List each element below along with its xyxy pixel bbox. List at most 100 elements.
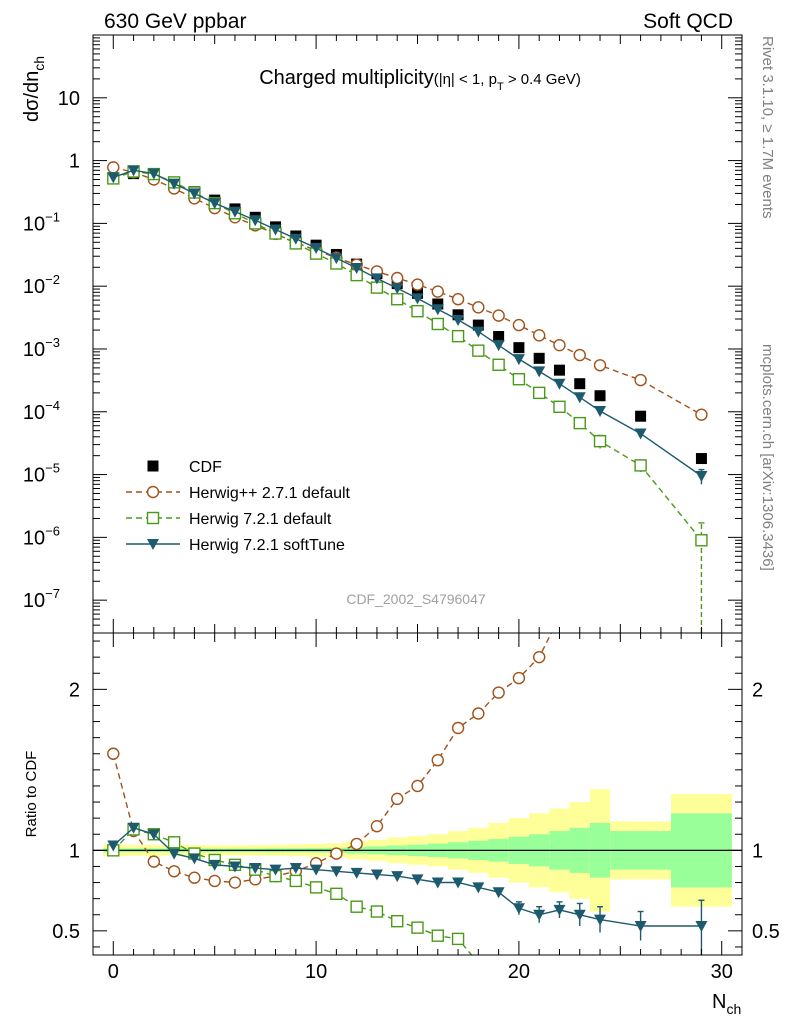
- main-data-point: [634, 373, 647, 387]
- ratio-y-axis-label: Ratio to CDF: [23, 751, 40, 838]
- ratio-data-point: [330, 887, 343, 901]
- ratio-data-point: [411, 874, 424, 886]
- main-data-point: [228, 206, 241, 218]
- ratio-y-tick-label-right: 2: [752, 679, 763, 701]
- main-data-point: [127, 165, 140, 177]
- ratio-data-point: [554, 611, 565, 622]
- main-data-point: [695, 453, 707, 465]
- ratio-y-tick-label: 0.5: [52, 921, 80, 943]
- main-data-point: [472, 326, 485, 338]
- main-data-point: [492, 340, 505, 352]
- main-data-point: [391, 271, 404, 285]
- main-data-point: [412, 287, 423, 299]
- x-axis-label-text: N: [712, 991, 726, 1013]
- main-data-point: [107, 161, 120, 174]
- ratio-data-point: [696, 201, 707, 212]
- main-data-point: [634, 459, 647, 472]
- ratio-data-point: [451, 932, 465, 946]
- main-data-point: [593, 434, 607, 448]
- ratio-y-tick-label-right: 0.5: [752, 921, 780, 943]
- ratio-data-point: [431, 929, 444, 942]
- main-data-point: [350, 262, 363, 274]
- ratio-series-0: [107, 201, 707, 889]
- main-data-point: [573, 348, 586, 362]
- main-y-tick-base: 10: [23, 339, 45, 361]
- main-data-point: [452, 309, 464, 321]
- main-title: Charged multiplicity(|η| < 1, pT > 0.4 G…: [259, 67, 581, 93]
- legend-marker: [147, 539, 159, 550]
- ratio-data-point: [168, 848, 181, 860]
- ratio-data-point: [512, 903, 525, 915]
- ratio-data-point: [188, 871, 201, 884]
- ratio-data-point: [411, 921, 424, 934]
- main-data-point: [492, 309, 505, 322]
- main-data-point: [310, 243, 323, 255]
- main-y-tick-exp: −4: [45, 398, 60, 413]
- ratio-data-point: [370, 905, 384, 918]
- main-y-tick-base: 10: [23, 465, 45, 487]
- ratio-data-point: [695, 921, 708, 933]
- ratio-data-point: [553, 904, 566, 916]
- main-data-point: [512, 373, 526, 386]
- main-y-tick-label: 10: [58, 88, 80, 110]
- ratio-data-point: [472, 882, 485, 894]
- ratio-data-point: [167, 836, 181, 849]
- ratio-data-point: [370, 869, 383, 881]
- ratio-frame: [92, 632, 743, 956]
- ratio-data-point: [167, 865, 181, 878]
- ratio-data-point: [431, 877, 444, 889]
- ratio-data-point: [595, 523, 606, 534]
- ratio-data-point: [289, 874, 303, 888]
- main-data-point: [431, 304, 444, 316]
- ratio-data-point: [411, 779, 424, 793]
- main-data-point: [553, 400, 566, 414]
- main-data-point: [431, 285, 444, 298]
- ratio-data-point: [391, 871, 404, 883]
- main-y-tick-base: 10: [23, 213, 45, 235]
- ratio-data-point: [147, 855, 161, 868]
- main-y-tick-label: 10−4: [23, 398, 60, 424]
- ratio-data-point: [452, 877, 465, 889]
- ratio-data-point: [472, 707, 485, 720]
- ratio-data-point: [493, 966, 504, 977]
- main-y-tick-label: 10−6: [23, 523, 60, 549]
- ratio-data-point: [574, 547, 585, 558]
- main-data-point: [147, 168, 160, 180]
- ratio-data-point: [594, 914, 607, 926]
- main-series-1: [107, 161, 708, 421]
- ratio-data-point: [107, 840, 120, 852]
- main-data-point: [432, 298, 444, 310]
- main-data-point: [411, 278, 424, 291]
- main-data-point: [452, 314, 465, 326]
- x-axis-label: Nch: [712, 991, 741, 1017]
- ratio-data-point: [269, 864, 282, 876]
- ratio-data-point: [249, 863, 262, 875]
- legend-label: Herwig 7.2.1 softTune: [189, 537, 345, 554]
- main-y-tick-label: 10−7: [23, 586, 60, 612]
- main-y-tick-exp: −7: [45, 586, 60, 601]
- main-data-point: [594, 405, 607, 417]
- legend-label: Herwig++ 2.7.1 default: [189, 485, 351, 502]
- main-y-axis-label-sub: ch: [31, 56, 47, 71]
- main-data-point: [532, 329, 546, 342]
- ratio-data-point: [473, 958, 484, 969]
- ratio-series-2: [107, 822, 708, 955]
- main-y-tick-label: 10−5: [23, 461, 60, 487]
- main-series-2: [107, 165, 708, 633]
- ratio-data-point: [228, 876, 242, 889]
- ratio-y-tick-label: 1: [69, 840, 80, 862]
- ratio-data-point: [492, 887, 505, 899]
- main-data-point: [391, 283, 404, 295]
- ratio-data-point: [309, 881, 323, 894]
- main-title-cut-sub: T: [497, 81, 504, 93]
- main-data-point: [533, 366, 546, 378]
- main-data-point: [574, 378, 586, 390]
- main-y-axis-label: dσ/dnch: [21, 56, 47, 122]
- ratio-data-point: [147, 829, 160, 841]
- main-data-point: [533, 352, 545, 364]
- mcplots-credit-label: mcplots.cern.ch [arXiv:1306.3436]: [759, 344, 776, 571]
- main-series-line: [113, 166, 702, 416]
- ratio-data-point: [512, 671, 526, 685]
- main-data-point: [269, 224, 282, 236]
